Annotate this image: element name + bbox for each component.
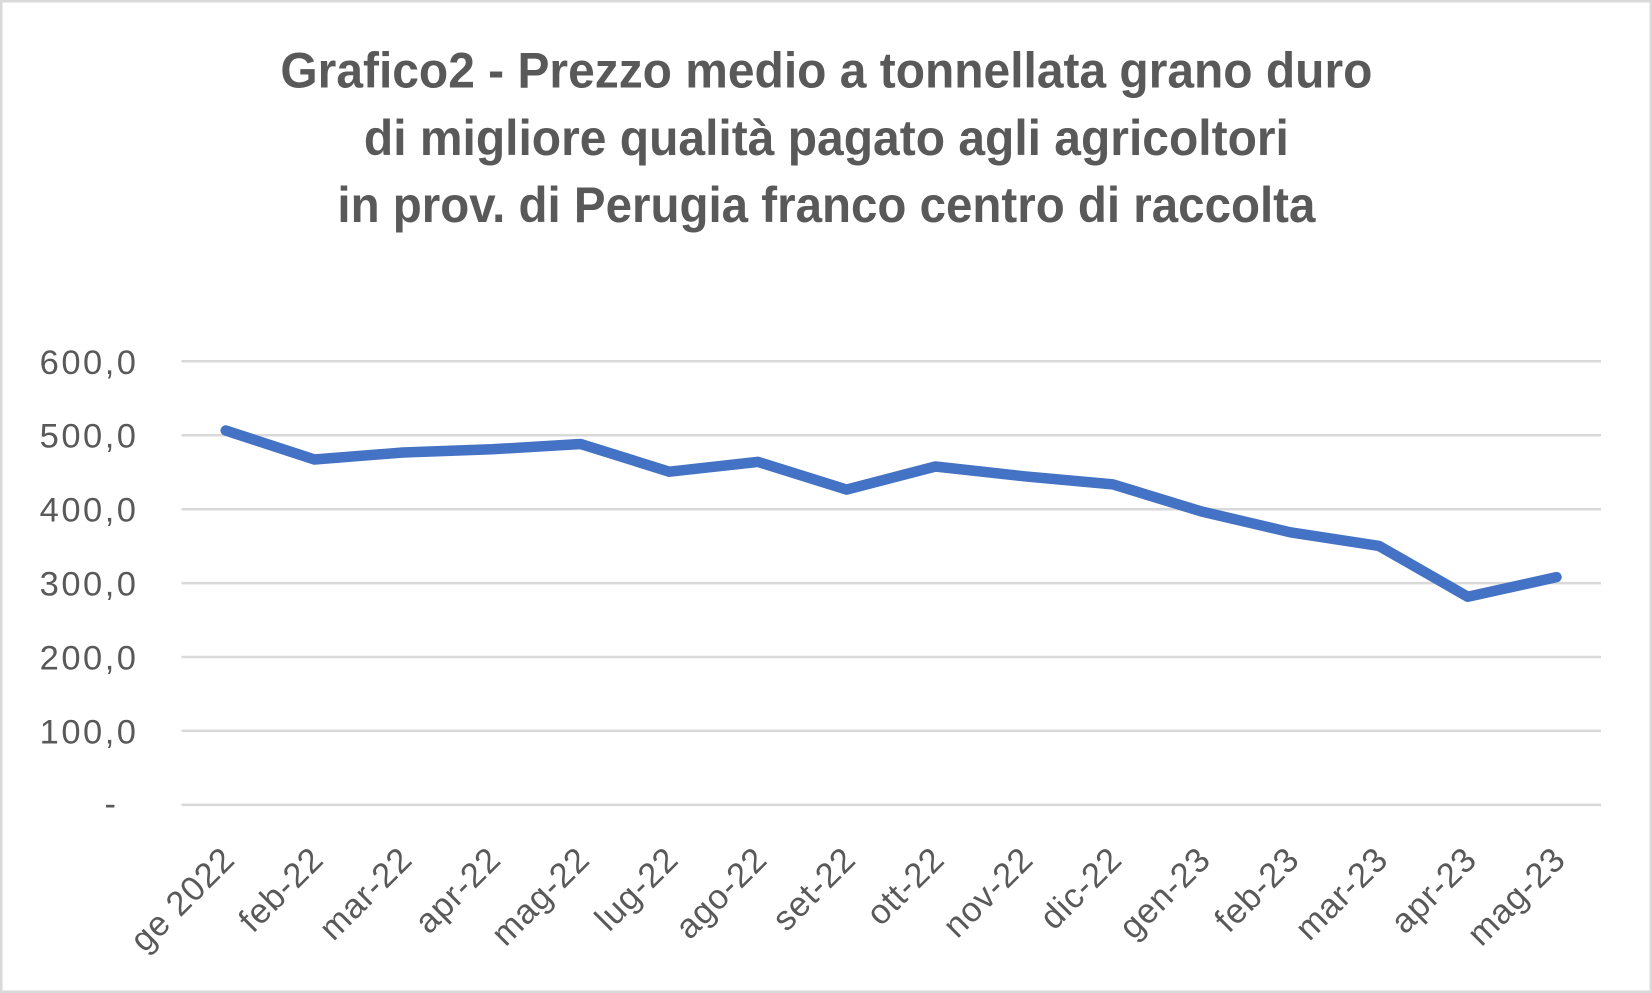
svg-text:di migliore qualità pagato agl: di migliore qualità pagato agli agricolt… [364,110,1289,166]
svg-text:500,0: 500,0 [40,418,139,456]
svg-text:200,0: 200,0 [40,640,139,678]
svg-text:Grafico2 - Prezzo medio a tonn: Grafico2 - Prezzo medio a tonnellata gra… [280,43,1372,99]
svg-text:mar-23: mar-23 [1288,840,1396,948]
svg-text:100,0: 100,0 [40,713,139,751]
svg-text:mag-22: mag-22 [484,840,597,953]
svg-text:400,0: 400,0 [40,492,139,530]
svg-text:mag-23: mag-23 [1460,840,1573,953]
svg-text:mar-22: mar-22 [312,840,420,948]
svg-text:in prov. di Perugia franco cen: in prov. di Perugia franco centro di rac… [337,177,1316,233]
svg-text:ago-22: ago-22 [668,840,774,946]
svg-text:set-22: set-22 [765,840,863,938]
svg-text:600,0: 600,0 [40,344,139,382]
svg-text:ge 2022: ge 2022 [123,840,242,959]
svg-text:300,0: 300,0 [40,566,139,604]
svg-text:-: - [105,785,119,823]
svg-text:gen-23: gen-23 [1112,840,1218,946]
svg-text:nov-22: nov-22 [936,840,1041,945]
